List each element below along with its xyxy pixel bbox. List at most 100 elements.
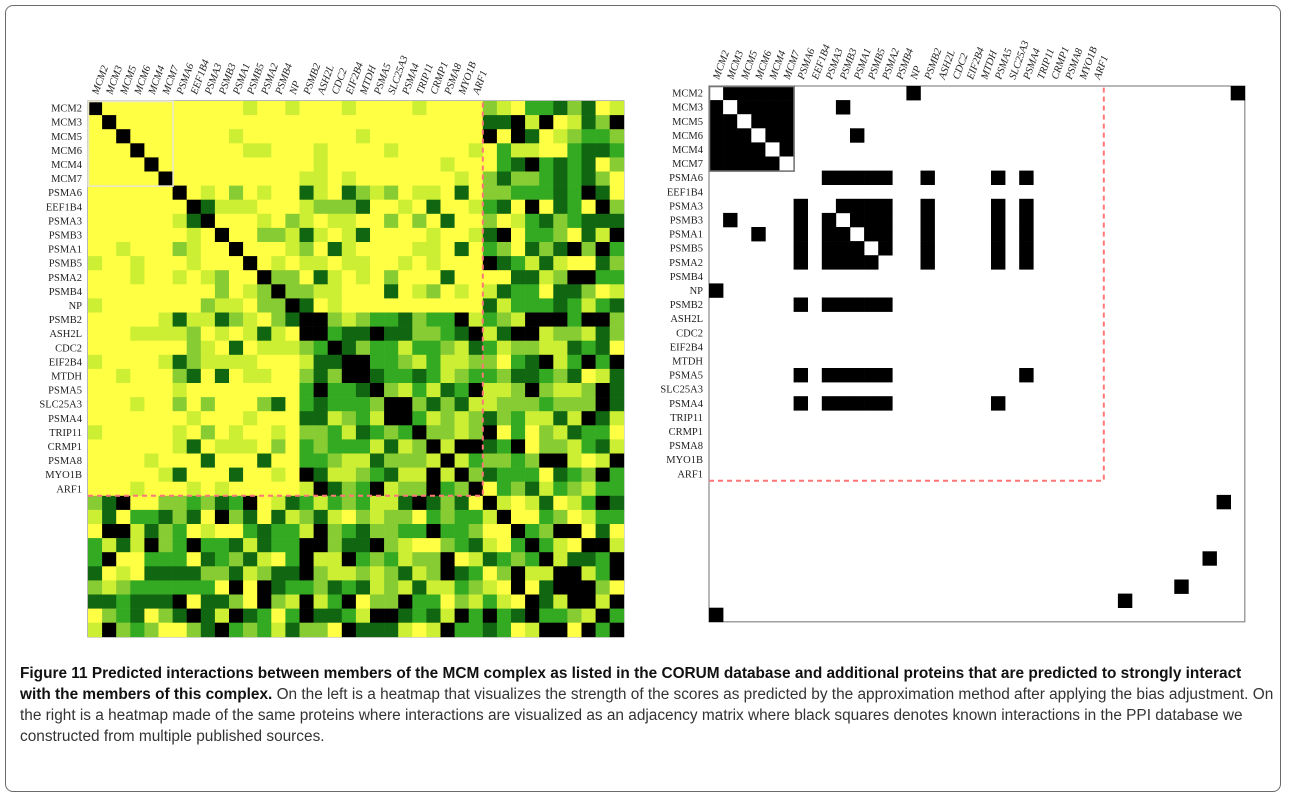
left-cell bbox=[553, 143, 568, 158]
left-cell bbox=[327, 101, 343, 116]
left-cell bbox=[567, 312, 582, 327]
left-cell bbox=[384, 552, 399, 567]
left-cell bbox=[370, 580, 385, 595]
left-cell bbox=[214, 340, 230, 356]
right-cell bbox=[779, 114, 794, 129]
right-cell bbox=[1202, 551, 1217, 566]
left-cell bbox=[398, 538, 413, 553]
right-row-label: PSMB5 bbox=[670, 244, 703, 255]
left-cell bbox=[511, 524, 526, 539]
left-cell bbox=[257, 368, 272, 384]
left-row-label: MCM2 bbox=[51, 104, 82, 115]
left-cell bbox=[88, 509, 103, 525]
left-cell bbox=[88, 171, 103, 186]
left-cell bbox=[271, 566, 286, 581]
left-row-label: TRIP11 bbox=[49, 428, 82, 439]
left-cell bbox=[581, 213, 596, 229]
right-cell bbox=[709, 128, 724, 143]
left-cell bbox=[412, 284, 427, 299]
left-cell bbox=[412, 509, 427, 525]
left-cell bbox=[539, 340, 554, 356]
right-cell bbox=[709, 100, 724, 115]
left-cell bbox=[384, 171, 399, 186]
right-row-label: PSMB3 bbox=[670, 215, 703, 226]
right-cell bbox=[835, 241, 851, 256]
left-cell bbox=[186, 213, 202, 229]
left-cell bbox=[116, 453, 131, 468]
right-cell bbox=[920, 255, 935, 270]
left-cell bbox=[553, 256, 568, 271]
left-cell bbox=[553, 101, 568, 116]
right-cell bbox=[765, 114, 780, 129]
left-cell bbox=[567, 115, 582, 130]
left-cell bbox=[88, 115, 103, 130]
left-cell bbox=[482, 213, 498, 229]
left-cell bbox=[355, 368, 371, 384]
caption-body: On the left is a heatmap that visualizes… bbox=[20, 686, 1274, 745]
left-cell bbox=[172, 227, 187, 243]
left-cell bbox=[398, 594, 413, 609]
left-cell bbox=[468, 340, 484, 356]
left-cell bbox=[172, 594, 187, 609]
left-cell bbox=[511, 101, 526, 116]
left-cell bbox=[257, 439, 272, 454]
left-cell bbox=[525, 439, 540, 454]
left-cell bbox=[243, 495, 258, 511]
left-cell bbox=[313, 467, 328, 482]
left-cell bbox=[412, 340, 427, 356]
left-cell bbox=[609, 580, 625, 595]
left-cell bbox=[243, 242, 258, 257]
left-cell bbox=[144, 326, 159, 341]
left-cell bbox=[130, 368, 145, 384]
left-cell bbox=[595, 425, 610, 440]
left-cell bbox=[567, 383, 582, 398]
left-cell bbox=[200, 284, 216, 299]
left-cell bbox=[102, 340, 117, 356]
left-cell bbox=[186, 481, 202, 497]
left-cell bbox=[257, 242, 272, 257]
right-cell bbox=[850, 297, 865, 312]
left-cell bbox=[581, 298, 596, 313]
left-cell bbox=[257, 552, 272, 567]
left-cell bbox=[482, 312, 498, 327]
left-cell bbox=[553, 383, 568, 398]
left-cell bbox=[370, 185, 385, 200]
left-cell bbox=[257, 171, 272, 186]
left-cell bbox=[172, 143, 187, 158]
left-cell bbox=[116, 467, 131, 482]
left-cell bbox=[581, 397, 596, 412]
left-cell bbox=[412, 129, 427, 144]
right-cell bbox=[821, 241, 837, 256]
left-cell bbox=[384, 312, 399, 327]
left-cell bbox=[426, 411, 441, 426]
left-row-label: EIF2B4 bbox=[49, 357, 83, 368]
left-cell bbox=[609, 481, 625, 497]
left-cell bbox=[214, 143, 230, 158]
left-cell bbox=[172, 199, 187, 215]
left-cell bbox=[313, 340, 328, 356]
right-cell bbox=[835, 100, 851, 115]
left-cell bbox=[172, 256, 187, 271]
left-cell bbox=[313, 622, 328, 638]
left-cell bbox=[567, 270, 582, 285]
left-cell bbox=[299, 467, 314, 482]
left-cell bbox=[158, 171, 173, 186]
left-cell bbox=[313, 481, 328, 497]
left-cell bbox=[144, 354, 159, 370]
left-cell bbox=[496, 143, 512, 158]
left-cell bbox=[553, 115, 568, 130]
left-cell bbox=[370, 509, 385, 525]
left-cell bbox=[539, 199, 554, 215]
left-cell bbox=[313, 199, 328, 215]
left-cell bbox=[341, 594, 357, 609]
left-cell bbox=[271, 171, 286, 186]
right-cell bbox=[878, 396, 893, 411]
figure-frame bbox=[5, 5, 1281, 792]
left-cells bbox=[88, 101, 625, 638]
left-cell bbox=[496, 439, 512, 454]
left-cell bbox=[341, 580, 357, 595]
left-cell bbox=[525, 298, 540, 313]
left-cell bbox=[426, 566, 441, 581]
left-cell bbox=[553, 354, 568, 370]
left-cell bbox=[88, 566, 103, 581]
